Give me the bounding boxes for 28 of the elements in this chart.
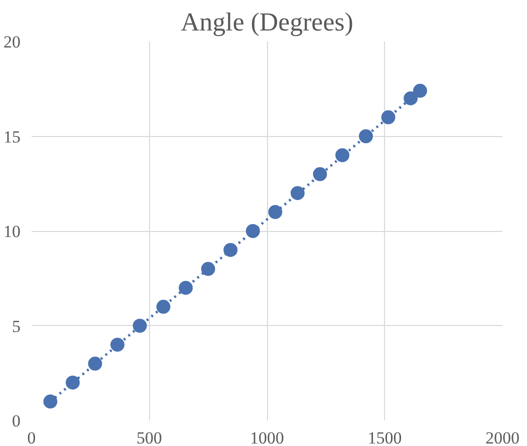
- point: [156, 300, 170, 314]
- x-tick-label: 1500: [368, 428, 402, 446]
- x-tick-label: 1000: [250, 428, 284, 446]
- point: [268, 205, 282, 220]
- point: [178, 280, 193, 295]
- point: [132, 318, 147, 333]
- y-tick-label: 5: [12, 316, 20, 336]
- y-tick-label: 0: [12, 412, 20, 430]
- point: [43, 394, 58, 409]
- x-tick-label: 0: [27, 428, 36, 446]
- chart-title: Angle (Degrees): [180, 8, 354, 36]
- point: [381, 110, 396, 124]
- point: [110, 338, 124, 352]
- point: [335, 148, 350, 162]
- x-tick-label: 2000: [486, 428, 520, 446]
- x-tick-label: 500: [136, 428, 162, 446]
- point: [88, 356, 102, 371]
- y-tick-label: 20: [4, 32, 20, 52]
- y-tick-label: 15: [4, 127, 20, 146]
- point: [201, 262, 216, 276]
- point: [246, 224, 260, 238]
- point: [223, 242, 238, 257]
- point: [413, 84, 428, 98]
- point: [312, 167, 327, 182]
- point: [290, 186, 305, 200]
- point: [358, 129, 373, 144]
- point: [66, 376, 80, 390]
- y-tick-label: 10: [4, 222, 20, 241]
